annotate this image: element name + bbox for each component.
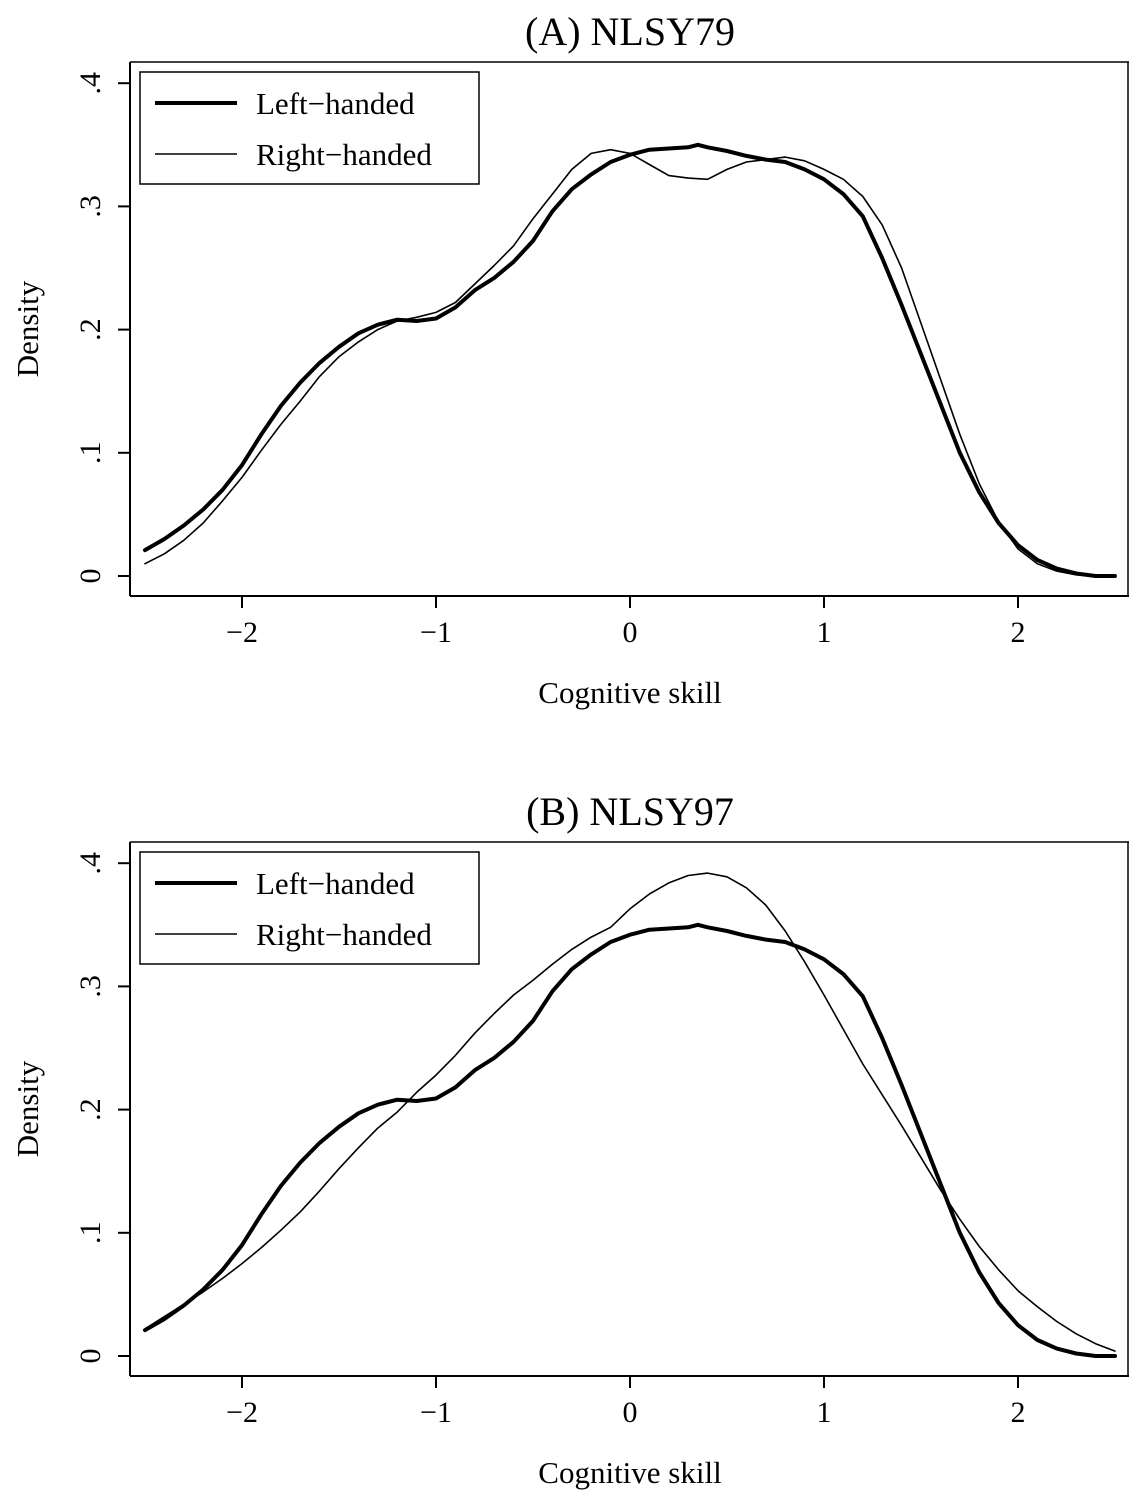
y-tick-label: .3 — [74, 195, 107, 218]
x-tick-label: −1 — [420, 1396, 452, 1429]
y-tick-label: .1 — [74, 442, 107, 465]
legend: Left−handed Right−handed — [139, 71, 480, 185]
legend-label: Right−handed — [256, 137, 432, 172]
y-tick-label: .2 — [74, 318, 107, 341]
legend-label: Right−handed — [256, 917, 432, 952]
y-tick-label: .2 — [74, 1098, 107, 1121]
x-tick-label: 1 — [817, 1396, 832, 1429]
panel-nlsy97: (B) NLSY97 0 .1 .2 .3 .4 −2 −1 0 1 2 Cognitive skil… — [10, 789, 1129, 1490]
x-tick-label: 2 — [1011, 1396, 1026, 1429]
legend-box — [139, 71, 480, 185]
x-tick-label: 0 — [623, 616, 638, 649]
x-tick-label: 1 — [817, 616, 832, 649]
series-line-left-handed — [143, 922, 1117, 1358]
y-tick-label: .3 — [74, 975, 107, 998]
y-tick-label: 0 — [74, 569, 107, 584]
y-tick-label: .4 — [74, 852, 107, 875]
x-tick-label: 0 — [623, 1396, 638, 1429]
x-axis-label: Cognitive skill — [538, 1455, 721, 1490]
x-axis-label: Cognitive skill — [538, 675, 721, 710]
chart-title: (A) NLSY79 — [525, 9, 735, 54]
y-tick-label: .1 — [74, 1222, 107, 1245]
x-tick-label: −2 — [226, 616, 258, 649]
x-tick-label: 2 — [1011, 616, 1026, 649]
legend: Left−handed Right−handed — [139, 851, 480, 965]
series-line-right-handed — [144, 148, 1116, 577]
panel-nlsy79: (A) NLSY79 0 .1 .2 .3 .4 −2 −1 0 1 2 Cognitive skil… — [10, 9, 1129, 710]
legend-label: Left−handed — [256, 86, 415, 121]
series-line-right-handed — [144, 872, 1116, 1352]
y-tick-label: 0 — [74, 1349, 107, 1364]
legend-box — [139, 851, 480, 965]
x-tick-label: −1 — [420, 616, 452, 649]
series-line-left-handed — [143, 142, 1117, 578]
legend-label: Left−handed — [256, 866, 415, 901]
y-axis-label: Density — [10, 1060, 45, 1157]
x-tick-label: −2 — [226, 1396, 258, 1429]
y-axis-label: Density — [10, 280, 45, 377]
chart-title: (B) NLSY97 — [526, 789, 734, 834]
y-tick-label: .4 — [74, 72, 107, 95]
